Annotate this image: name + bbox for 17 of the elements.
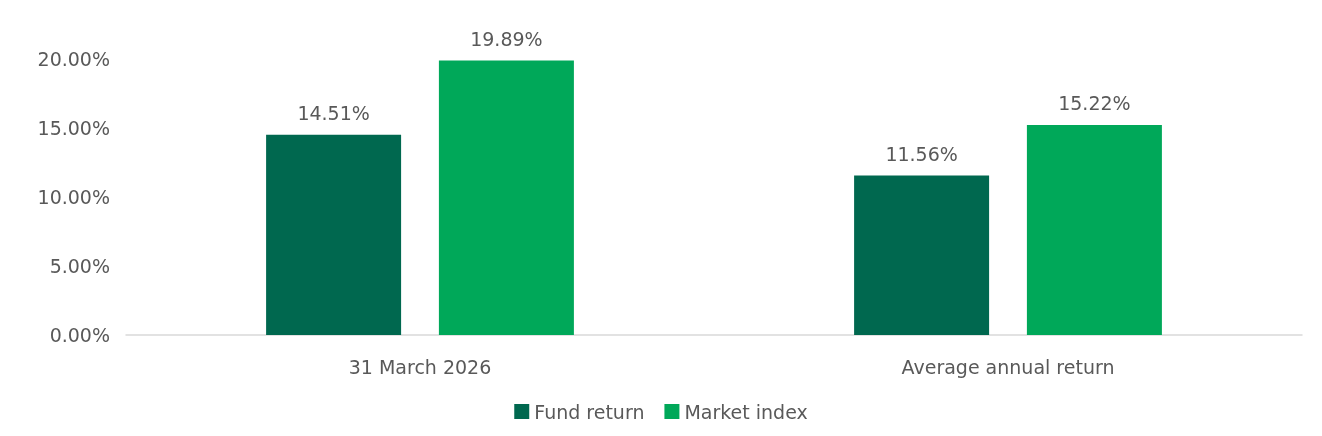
bar — [1026, 124, 1162, 335]
legend-label: Market index — [684, 400, 808, 423]
y-tick-label: 0.00% — [49, 324, 110, 346]
y-tick-label: 20.00% — [37, 48, 110, 70]
y-tick-label: 15.00% — [37, 117, 110, 139]
y-tick-label: 5.00% — [49, 255, 110, 277]
data-label: 11.56% — [885, 142, 958, 165]
y-tick-label: 10.00% — [37, 186, 110, 208]
bar — [266, 134, 402, 335]
x-tick-label: Average annual return — [901, 355, 1115, 378]
data-label: 14.51% — [297, 102, 370, 125]
bar — [854, 175, 990, 335]
legend-label: Fund return — [534, 400, 645, 423]
bar — [438, 60, 574, 335]
data-label: 15.22% — [1058, 92, 1131, 115]
data-label: 19.89% — [470, 28, 543, 51]
x-tick-label: 31 March 2026 — [348, 355, 492, 378]
